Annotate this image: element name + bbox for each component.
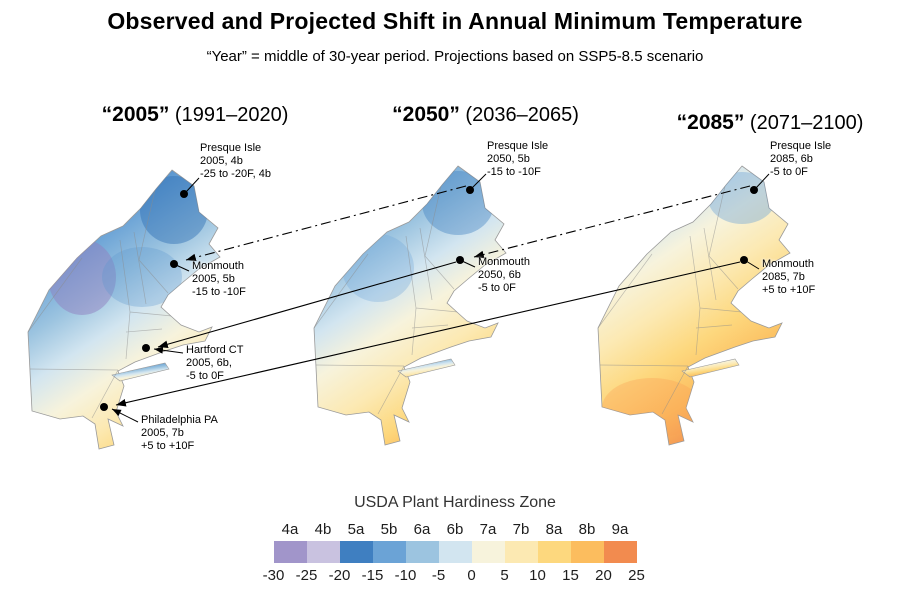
annotation-detail: 2050, 6b (478, 269, 521, 282)
legend-swatch (537, 541, 571, 563)
legend-temp: 20 (595, 567, 612, 584)
legend-zone-label: 9a (611, 521, 629, 538)
legend-temp: 15 (562, 567, 579, 584)
annotation-range: +5 to +10F (141, 440, 195, 453)
annotation-range: -15 to -10F (487, 166, 541, 179)
map-year-2085: “2085” (676, 111, 745, 134)
legend-temp: 5 (500, 567, 509, 584)
annotation-city: Hartford CT (186, 344, 244, 356)
legend-zone-labels: 4a 4b 5a 5b 6a 6b 7a 7b 8a 8b 9a (0, 521, 910, 538)
legend-temp: 0 (467, 567, 476, 584)
annotation-city: Monmouth (192, 260, 244, 272)
legend-zone-label: 6b (446, 521, 464, 538)
annotation-city: Presque Isle (200, 142, 262, 154)
annotation-range: -25 to -20F, 4b (200, 168, 271, 181)
annotation-detail: 2005, 5b (192, 273, 235, 286)
map-header-2050: “2050” (2036–2065) (358, 103, 613, 127)
annotation-range: -5 to 0F (186, 370, 224, 383)
legend-swatch (405, 541, 439, 563)
legend-swatch (471, 541, 505, 563)
legend-temp: -20 (328, 567, 351, 584)
annotation-city: Presque Isle (487, 140, 549, 152)
annotation-monmouth-2050: Monmouth 2050, 6b -5 to 0F (478, 256, 530, 296)
maps-area: Presque Isle 2005, 4b -25 to -20F, 4b Mo… (0, 140, 910, 483)
annotation-monmouth-2005: Monmouth 2005, 5b -15 to -10F (192, 260, 246, 300)
legend-temp-labels: -30 -25 -20 -15 -10 -5 0 5 10 15 20 25 (0, 567, 910, 584)
legend-zone-label: 7a (479, 521, 497, 538)
annotation-detail: 2050, 5b (487, 153, 530, 166)
map-2085 (597, 165, 791, 446)
annotation-range: -5 to 0F (770, 166, 808, 179)
map-year-2005: “2005” (101, 103, 170, 126)
legend-swatch (504, 541, 538, 563)
annotation-city: Philadelphia PA (141, 414, 218, 426)
legend: USDA Plant Hardiness Zone 4a 4b 5a 5b 6a… (0, 494, 910, 584)
annotation-city: Monmouth (478, 256, 530, 268)
map-2050 (313, 165, 507, 446)
legend-color-bar (0, 541, 910, 563)
legend-zone-label: 5b (380, 521, 398, 538)
legend-swatch (339, 541, 373, 563)
map-year-2050: “2050” (392, 103, 460, 126)
annotation-detail: 2005, 7b (141, 427, 184, 440)
annotation-range: +5 to +10F (762, 284, 816, 297)
annotation-city: Presque Isle (770, 140, 832, 152)
legend-zone-label: 4a (281, 521, 299, 538)
legend-swatch (306, 541, 340, 563)
map-period-2085: (2071–2100) (749, 112, 864, 134)
map-header-2085: “2085” (2071–2100) (645, 111, 895, 135)
legend-temp: -25 (295, 567, 318, 584)
annotation-detail: 2005, 4b (200, 155, 243, 168)
map-period-2005: (1991–2020) (174, 104, 289, 126)
legend-swatch (570, 541, 604, 563)
legend-zone-label: 7b (512, 521, 530, 538)
legend-zone-label: 8b (578, 521, 596, 538)
annotation-monmouth-2085: Monmouth 2085, 7b +5 to +10F (762, 258, 815, 298)
map-header-2005: “2005” (1991–2020) (70, 103, 320, 127)
annotation-presqueisle-2085: Presque Isle 2085, 6b -5 to 0F (770, 140, 831, 180)
legend-swatch (438, 541, 472, 563)
annotation-detail: 2085, 6b (770, 153, 813, 166)
annotation-city: Monmouth (762, 258, 814, 270)
legend-swatch (603, 541, 637, 563)
annotation-presqueisle-2005: Presque Isle 2005, 4b -25 to -20F, 4b (200, 142, 271, 182)
annotation-presqueisle-2050: Presque Isle 2050, 5b -15 to -10F (487, 140, 548, 180)
legend-swatch (273, 541, 307, 563)
annotation-range: -15 to -10F (192, 286, 246, 299)
annotation-detail: 2005, 6b, (186, 357, 232, 370)
legend-zone-label: 8a (545, 521, 563, 538)
legend-swatch (372, 541, 406, 563)
annotation-philadelphia-2005: Philadelphia PA 2005, 7b +5 to +10F (141, 414, 218, 454)
figure-subtitle: “Year” = middle of 30-year period. Proje… (206, 48, 704, 65)
legend-zone-label: 5a (347, 521, 365, 538)
legend-temp: 25 (628, 567, 645, 584)
figure-title: Observed and Projected Shift in Annual M… (107, 8, 803, 34)
legend-title: USDA Plant Hardiness Zone (354, 494, 556, 511)
annotation-hartford-2005: Hartford CT 2005, 6b, -5 to 0F (186, 344, 243, 384)
legend-temp: -10 (394, 567, 417, 584)
legend-temp: -30 (262, 567, 285, 584)
legend-temp: 10 (529, 567, 546, 584)
map-period-2050: (2036–2065) (465, 104, 579, 126)
legend-temp: -15 (361, 567, 384, 584)
legend-temp: -5 (431, 567, 446, 584)
annotation-detail: 2085, 7b (762, 271, 805, 284)
annotation-range: -5 to 0F (478, 282, 516, 295)
legend-zone-label: 4b (314, 521, 332, 538)
legend-zone-label: 6a (413, 521, 431, 538)
